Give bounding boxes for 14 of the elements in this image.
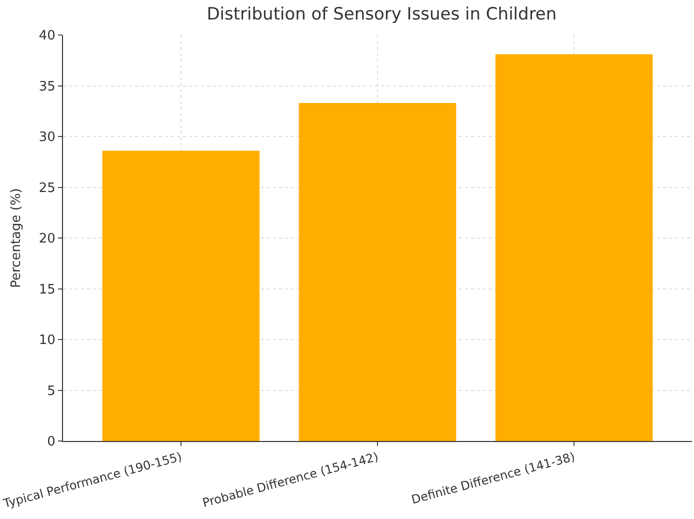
y-tick-label: 30 (38, 130, 56, 146)
y-tick-label: 20 (38, 232, 56, 247)
y-axis-title: Percentage (%) (8, 188, 24, 288)
y-tick-label: 35 (38, 79, 56, 94)
y-tick-label: 25 (38, 180, 56, 196)
y-tick-label: 15 (38, 282, 56, 298)
bar (102, 150, 260, 441)
y-tick-label: 0 (47, 434, 56, 450)
y-tick-label: 40 (38, 28, 56, 44)
chart-title: Distribution of Sensory Issues in Children (206, 4, 557, 25)
y-tick-label: 5 (47, 384, 56, 399)
bar (495, 54, 653, 441)
bar (298, 103, 456, 441)
y-tick-label: 10 (38, 333, 56, 348)
